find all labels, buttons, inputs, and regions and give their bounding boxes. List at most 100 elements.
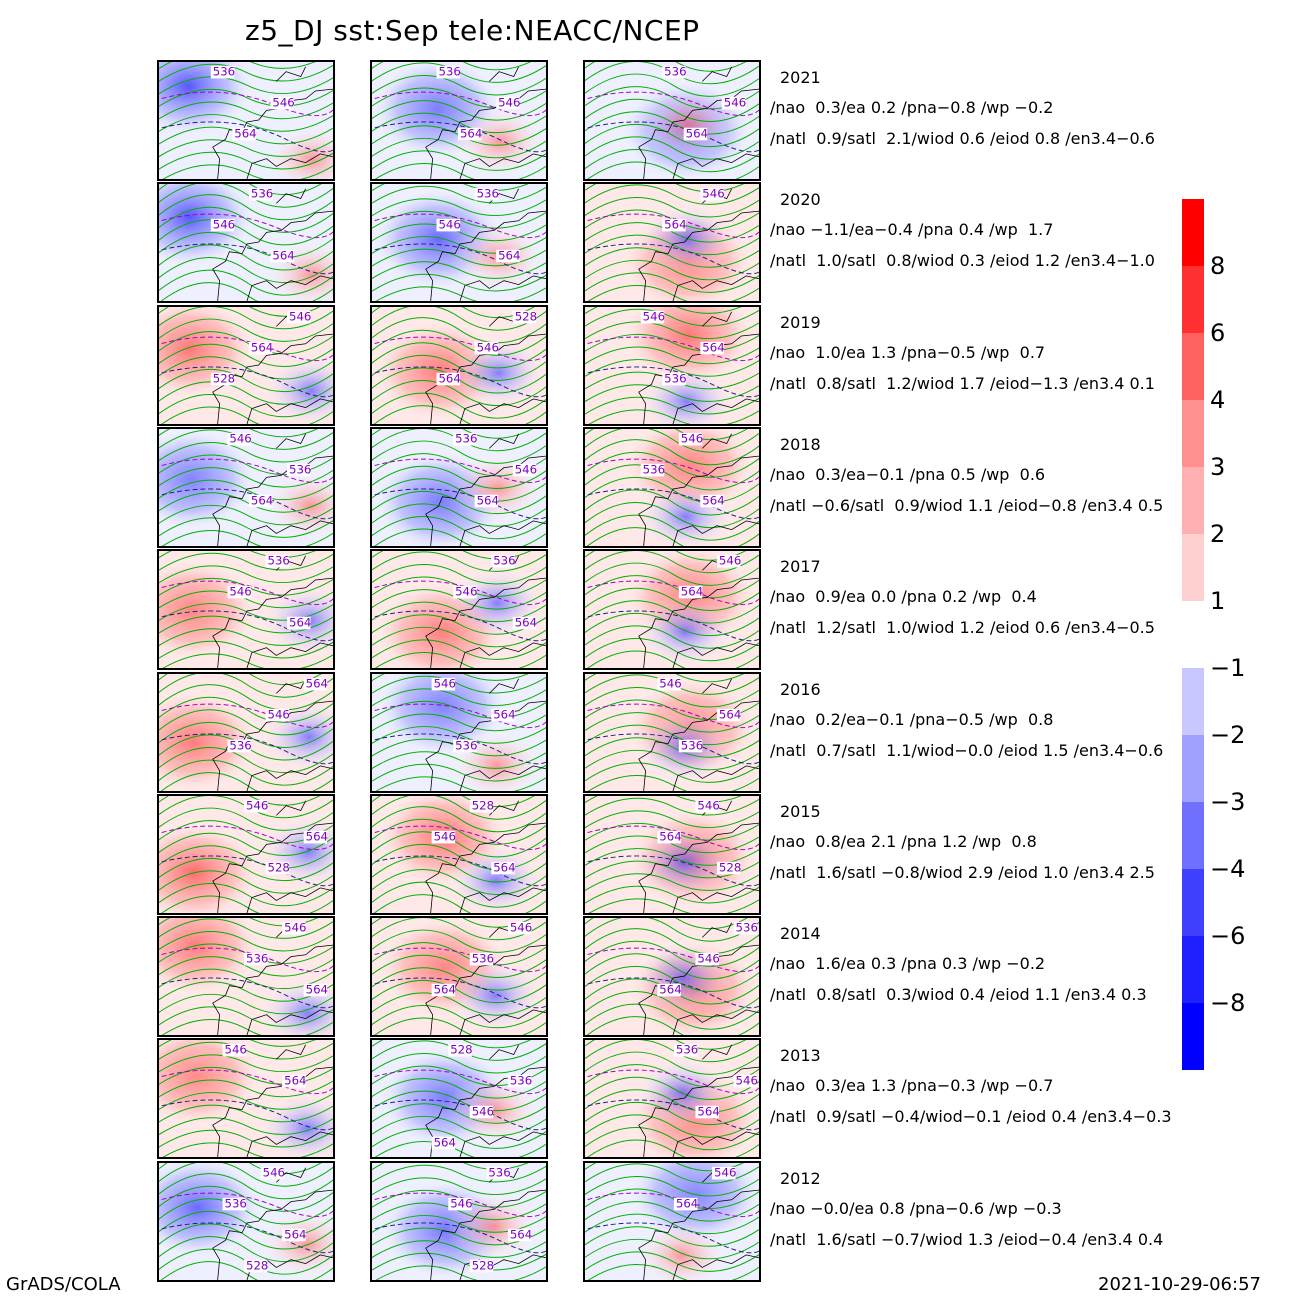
svg-text:546: 546	[284, 921, 306, 935]
svg-text:546: 546	[272, 96, 294, 110]
svg-text:546: 546	[719, 554, 741, 568]
year-label: 2014	[780, 924, 821, 943]
contour-label: 536	[244, 952, 268, 965]
index-line-1: /nao 0.3/ea 1.3 /pna−0.3 /wp −0.7	[770, 1076, 1054, 1095]
map-plot: 546 536 564	[159, 918, 333, 1035]
map-panel: 546 564	[583, 182, 761, 303]
map-panel: 546 564 528	[583, 794, 761, 915]
colorbar-label: 3	[1210, 453, 1226, 481]
svg-text:546: 546	[643, 310, 665, 324]
map-panel: 536 546 564	[370, 549, 548, 670]
contour-label: 528	[210, 371, 235, 385]
svg-text:564: 564	[251, 493, 273, 507]
contour-label: 546	[222, 1043, 247, 1057]
svg-text:564: 564	[434, 1135, 456, 1149]
contour-label: 564	[700, 341, 725, 354]
year-label: 2016	[780, 680, 821, 699]
colorbar-swatch	[1182, 534, 1204, 601]
contour-label: 564	[248, 493, 273, 507]
svg-text:546: 546	[702, 187, 724, 201]
map-panel: 536 546 564	[157, 549, 335, 670]
svg-text:528: 528	[246, 1258, 268, 1272]
svg-text:564: 564	[434, 982, 456, 996]
index-line-1: /nao −1.1/ea−0.4 /pna 0.4 /wp 1.7	[770, 220, 1054, 239]
contour-label: 564	[431, 982, 456, 996]
map-plot: 528 546 564	[372, 307, 546, 424]
colorbar-label: −1	[1210, 654, 1246, 682]
map-plot: 536 546 564 528	[372, 1163, 546, 1280]
svg-text:536: 536	[455, 432, 477, 446]
svg-text:564: 564	[659, 830, 681, 844]
contour-label: 536	[227, 738, 252, 752]
colorbar-swatch	[1182, 333, 1204, 400]
contour-label: 536	[265, 554, 290, 568]
svg-text:536: 536	[455, 738, 477, 752]
map-panel: 546 564 528	[157, 794, 335, 915]
map-panel: 546 564 536	[583, 672, 761, 793]
index-line-2: /natl −0.6/satl 0.9/wiod 1.1 /eiod−0.8 /…	[770, 496, 1164, 515]
map-panel: 536 546 564	[370, 182, 548, 303]
svg-text:546: 546	[724, 96, 746, 110]
contour-label: 546	[733, 1074, 758, 1087]
contour-label: 564	[716, 708, 741, 722]
contour-label: 564	[657, 830, 682, 844]
contour-label: 528	[716, 860, 741, 874]
contour-label: 536	[678, 738, 703, 752]
svg-text:564: 564	[460, 126, 482, 140]
map-plot: 536 546 564	[585, 918, 759, 1035]
colorbar-swatch	[1182, 467, 1204, 534]
svg-text:546: 546	[434, 830, 456, 844]
contour-label: 546	[507, 921, 532, 935]
map-panel: 564 546 536	[157, 672, 335, 793]
colorbar-swatch	[1182, 668, 1204, 735]
map-plot: 536 546 564	[585, 62, 759, 179]
svg-text:546: 546	[697, 952, 719, 966]
svg-text:564: 564	[719, 708, 741, 722]
svg-text:546: 546	[246, 799, 268, 813]
contour-label: 536	[662, 371, 687, 385]
map-plot: 528 536 546 564	[372, 1040, 546, 1157]
contour-label: 564	[507, 1227, 532, 1241]
map-panel: 546 564 528	[157, 305, 335, 426]
contour-label: 536	[733, 921, 758, 935]
contour-label: 546	[265, 708, 290, 721]
colorbar-label: 6	[1210, 319, 1226, 347]
contour-label: 546	[244, 799, 268, 813]
svg-text:564: 564	[493, 860, 515, 874]
colorbar-label: 1	[1210, 587, 1226, 615]
map-panel: 546 564 536	[583, 305, 761, 426]
contour-label: 528	[244, 1258, 268, 1272]
contour-label: 564	[248, 341, 273, 354]
colorbar-swatch	[1182, 802, 1204, 869]
colorbar-swatch	[1182, 266, 1204, 333]
svg-text:536: 536	[664, 65, 686, 79]
colorbar-swatch	[1182, 735, 1204, 802]
svg-text:546: 546	[229, 432, 251, 446]
contour-label: 536	[662, 65, 687, 79]
contour-label: 546	[695, 799, 720, 813]
map-plot: 536 546 564	[372, 429, 546, 546]
contour-label: 546	[210, 218, 235, 231]
index-line-1: /nao 1.6/ea 0.3 /pna 0.3 /wp −0.2	[770, 954, 1046, 973]
map-panel: 546 564 536	[370, 672, 548, 793]
figure-title: z5_DJ sst:Sep tele:NEACC/NCEP	[245, 14, 700, 47]
svg-text:536: 536	[681, 738, 703, 752]
contour-label: 546	[716, 554, 741, 568]
map-plot: 536 546 564	[372, 184, 546, 301]
contour-label: 564	[474, 493, 499, 507]
svg-text:546: 546	[438, 218, 460, 232]
svg-text:528: 528	[472, 1258, 494, 1272]
svg-text:536: 536	[289, 463, 311, 477]
svg-text:546: 546	[229, 585, 251, 599]
contour-label: 536	[248, 187, 273, 201]
map-panel: 546 564	[583, 1161, 761, 1282]
map-plot: 546 536 564	[372, 918, 546, 1035]
map-panel: 546 536 564	[157, 916, 335, 1037]
svg-text:546: 546	[515, 463, 537, 477]
map-plot: 536 546 564	[159, 551, 333, 668]
contour-label: 564	[458, 126, 482, 140]
contour-label: 546	[431, 830, 456, 844]
contour-label: 564	[673, 1197, 698, 1210]
map-panel: 528 546 564	[370, 305, 548, 426]
index-line-2: /natl 1.2/satl 1.0/wiod 1.2 /eiod 0.6 /e…	[770, 618, 1155, 637]
